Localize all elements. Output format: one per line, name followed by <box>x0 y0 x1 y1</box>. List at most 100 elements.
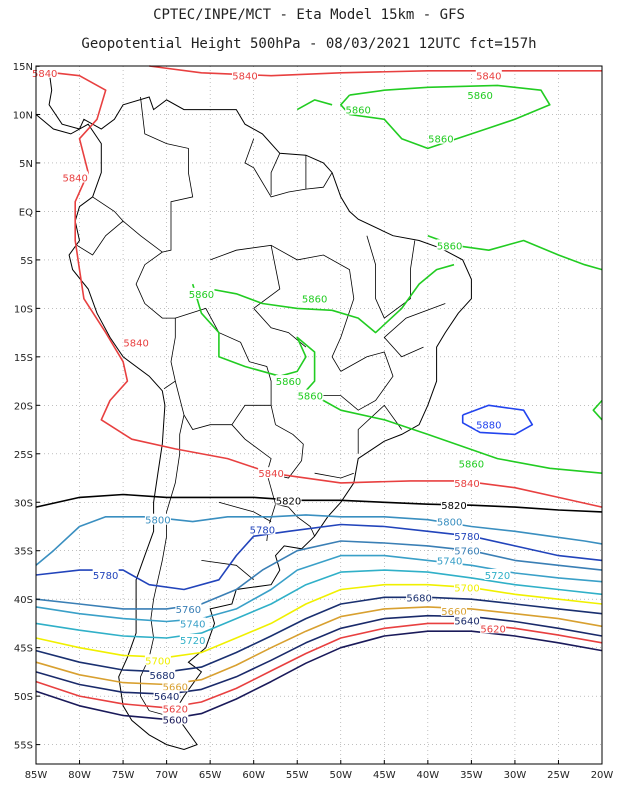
contour-label: 5760 <box>454 547 479 558</box>
border-line <box>210 244 281 309</box>
contour-5640 <box>35 614 603 695</box>
contour-label: 5800 <box>437 518 462 529</box>
longitude-tick-label: 70W <box>155 770 178 781</box>
contour-label-bg <box>92 568 119 580</box>
contour-5860 <box>340 84 551 150</box>
longitude-tick-label: 80W <box>68 770 91 781</box>
latitude-tick-label: 20S <box>14 401 33 412</box>
latitude-tick-label: 30S <box>14 498 33 509</box>
contour-label-bg <box>475 418 502 430</box>
contour-label-bg <box>440 604 467 616</box>
contour-label-bg <box>480 622 507 634</box>
contour-label-bg <box>162 713 189 725</box>
longitude-tick-label: 35W <box>460 770 483 781</box>
longitude-tick-label: 75W <box>112 770 135 781</box>
contour-label-bg <box>301 292 328 304</box>
contour-label-bg <box>275 494 302 506</box>
contour-label: 5660 <box>441 607 466 618</box>
contour-label-layer: 5840 5840 5840 5840 5840 5840 5840 5860 5860 5860… <box>31 66 511 726</box>
contour-label-bg <box>484 568 511 580</box>
border-line <box>275 503 315 537</box>
border-line <box>323 351 394 411</box>
contour-5660 <box>35 606 603 686</box>
contour-label-bg <box>467 89 494 101</box>
border-line <box>140 414 185 721</box>
border-line <box>76 196 124 256</box>
contour-label: 5860 <box>428 135 453 146</box>
contour-label: 5860 <box>189 290 214 301</box>
longitude-tick-label: 55W <box>286 770 309 781</box>
contour-label-bg <box>275 375 302 387</box>
contour-label-bg <box>249 523 276 535</box>
map-title-line-1: CPTEC/INPE/MCT - Eta Model 15km - GFS <box>153 7 465 23</box>
contour-label: 5860 <box>302 295 327 306</box>
coastline-layer <box>35 65 472 751</box>
border-line <box>366 235 416 319</box>
longitude-tick-label: 50W <box>329 770 352 781</box>
grid-lines <box>35 65 603 764</box>
contour-label: 5620 <box>163 705 188 716</box>
contour-label-bg <box>144 513 171 525</box>
border-line <box>314 472 354 479</box>
border-line <box>253 308 307 348</box>
contour-5860 <box>592 399 603 421</box>
contour-label: 5720 <box>180 636 205 647</box>
contour-label-bg <box>162 702 189 714</box>
border-line <box>383 303 446 358</box>
longitude-tick-label: 60W <box>242 770 265 781</box>
border-line <box>175 307 276 425</box>
contour-5860 <box>210 263 455 334</box>
border-line <box>201 560 254 581</box>
contour-label: 5680 <box>406 593 431 604</box>
latitude-tick-label: 50S <box>14 692 33 703</box>
contour-label-bg <box>149 668 176 680</box>
longitude-tick-label: 20W <box>591 770 614 781</box>
longitude-tick-label: 25W <box>547 770 570 781</box>
contour-label: 5840 <box>32 69 57 80</box>
contour-label: 5780 <box>93 571 118 582</box>
contour-label: 5820 <box>441 501 466 512</box>
latitude-labels: 15N 10N 5N EQ 5S 10S 15S 20S 25S 30S 35S 40S 45S 50S 5… <box>13 62 40 752</box>
contour-label: 5840 <box>232 72 257 83</box>
contour-label: 5640 <box>154 692 179 703</box>
contour-label: 5840 <box>454 479 479 490</box>
contour-5760 <box>35 540 603 610</box>
contour-label-bg <box>31 66 58 78</box>
contour-label: 5840 <box>258 469 283 480</box>
longitude-tick-label: 30W <box>504 770 527 781</box>
contour-5720 <box>35 569 603 639</box>
contour-label-bg <box>179 617 206 629</box>
latitude-tick-label: 45S <box>14 644 33 655</box>
contour-5700 <box>35 583 603 659</box>
contour-label-bg <box>258 467 285 479</box>
longitude-tick-label: 65W <box>199 770 222 781</box>
contour-label-bg <box>475 69 502 81</box>
borders-layer <box>76 96 446 721</box>
longitude-tick-label: 45W <box>373 770 396 781</box>
latitude-tick-label: 5S <box>20 256 33 267</box>
border-line <box>140 96 194 253</box>
contour-label-bg <box>231 69 258 81</box>
coastline <box>35 65 472 751</box>
contour-label-bg <box>454 476 481 488</box>
contour-label-bg <box>162 680 189 692</box>
latitude-tick-label: EQ <box>19 207 33 218</box>
longitude-labels: 85W 80W 75W 70W 65W 60W 55W 50W 45W 40W 35W 30W 25W 2… <box>25 760 614 781</box>
contour-label: 5740 <box>180 619 205 630</box>
contour-label-bg <box>454 530 481 542</box>
contour-label: 5600 <box>163 715 188 726</box>
contour-label: 5860 <box>437 241 462 252</box>
contour-label-bg <box>454 614 481 626</box>
contour-label: 5880 <box>476 421 501 432</box>
contour-label-bg <box>175 602 202 614</box>
contour-label-bg <box>179 633 206 645</box>
contour-label: 5700 <box>454 584 479 595</box>
border-line <box>270 244 355 372</box>
contour-label-bg <box>458 457 485 469</box>
contour-label-bg <box>436 239 463 251</box>
map-title-line-2: Geopotential Height 500hPa - 08/03/2021 … <box>81 36 537 52</box>
contour-label: 5860 <box>276 377 301 388</box>
contour-5840 <box>149 65 602 77</box>
contour-label-bg <box>440 499 467 511</box>
contour-5820 <box>35 493 603 513</box>
